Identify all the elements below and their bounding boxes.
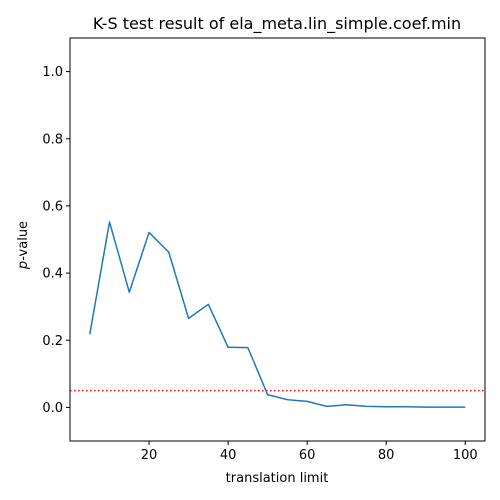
x-tick-label: 60 [299,448,316,463]
y-tick-label: 0.6 [42,199,63,214]
series-line-0 [89,221,466,408]
x-tick-label: 80 [378,448,395,463]
y-tick-label: 0.2 [42,334,63,349]
plot-area: 20 40 60 80 100 0.0 0.2 0.4 0.6 0.8 1.0 [42,37,486,463]
x-tick-label: 100 [453,448,478,463]
plot-frame [69,37,486,442]
x-tick-label: 40 [220,448,237,463]
x-tick-label: 20 [141,448,158,463]
y-tick-label: 0.4 [42,267,63,282]
y-axis-label: p-value [16,221,31,270]
x-axis-label: translation limit [226,471,329,486]
y-tick-label: 0.0 [42,401,63,416]
y-tick-label: 0.8 [42,132,63,147]
y-tick-label: 1.0 [42,65,63,80]
y-axis-label-italic: p [16,261,31,270]
y-axis-label-rest: -value [16,221,31,261]
chart-title: K-S test result of ela_meta.lin_simple.c… [93,14,461,34]
